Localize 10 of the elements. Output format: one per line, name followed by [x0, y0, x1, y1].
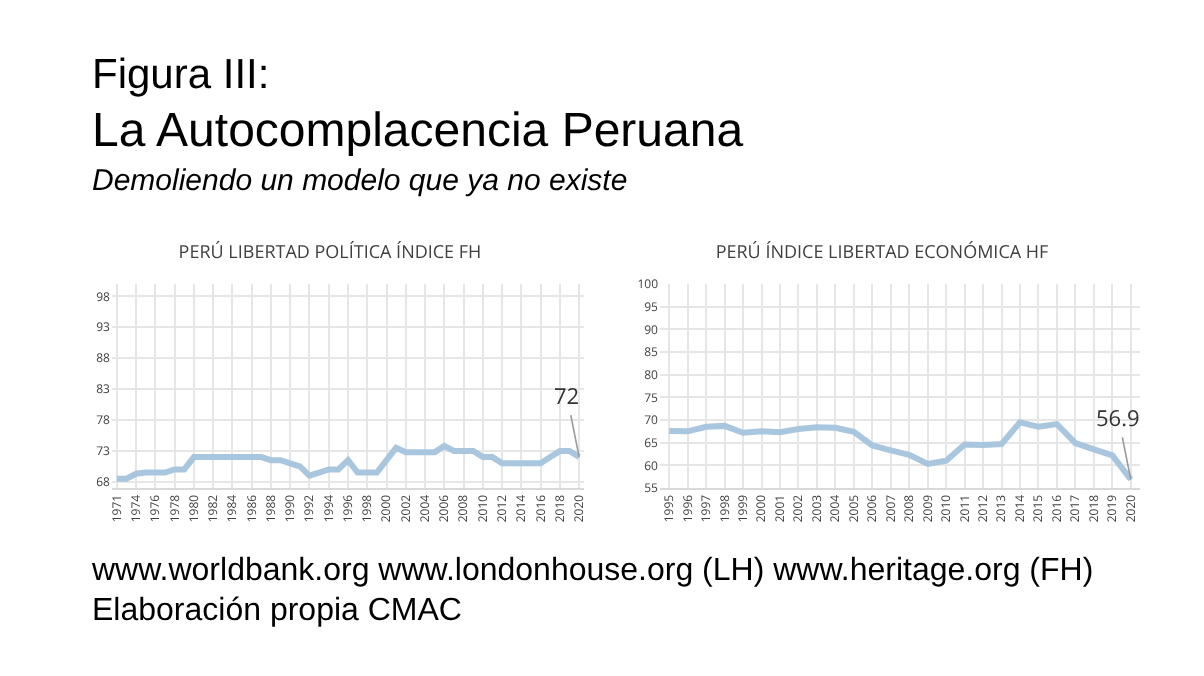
text: Figura III:	[92, 52, 270, 100]
text: www.worldbank.org www.londonhouse.org (LH) www.heritage.org (FH)	[92, 554, 1094, 590]
text: Elaboración propia CMAC	[92, 594, 462, 630]
line-series	[113, 442, 583, 482]
annotation: 56.9	[1096, 404, 1140, 434]
text: La Autocomplacencia Peruana	[92, 104, 744, 160]
chart-title: PERÚ ÍNDICE LIBERTAD ECONÓMICA HF	[715, 237, 1050, 264]
chart-title: PERÚ LIBERTAD POLÍTICA ÍNDICE FH	[178, 237, 482, 264]
text: Demoliendo un modelo que ya no existe	[92, 164, 628, 198]
annotation: 72	[554, 382, 580, 412]
